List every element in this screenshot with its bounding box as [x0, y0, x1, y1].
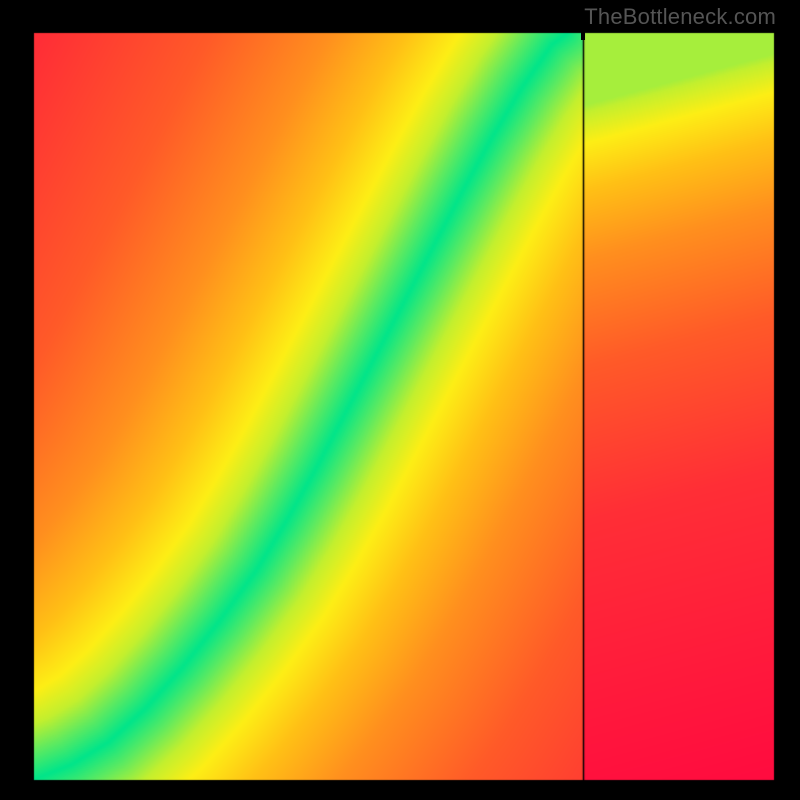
top-tick-marker [581, 28, 585, 40]
watermark-text: TheBottleneck.com [584, 4, 776, 30]
chart-container: TheBottleneck.com [0, 0, 800, 800]
heatmap-canvas [0, 0, 800, 800]
